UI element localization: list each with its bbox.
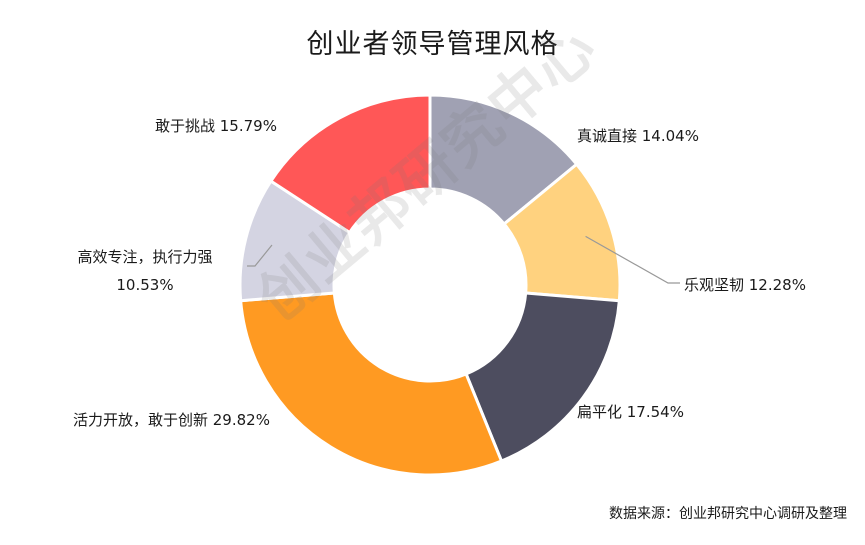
- slice-label-1: 真诚直接 14.04%: [577, 127, 699, 145]
- source-note: 数据来源：创业邦研究中心调研及整理: [609, 506, 847, 522]
- leader-line-2: [585, 235, 680, 284]
- slice-3: [464, 291, 621, 463]
- slice-label-2: 乐观坚韧 12.28%: [684, 276, 806, 294]
- slice-label-4: 活力开放，敢于创新 29.82%: [73, 411, 270, 429]
- leader-line-5: [247, 244, 273, 267]
- slice-label-5: 高效专注，执行力强 10.53%: [77, 248, 212, 294]
- slice-label-3: 扁平化 17.54%: [577, 403, 684, 421]
- slice-4: [239, 291, 504, 477]
- slice-6: [268, 93, 432, 235]
- chart-title: 创业者领导管理风格: [306, 29, 559, 60]
- slice-label-6: 敢于挑战 15.79%: [155, 117, 277, 135]
